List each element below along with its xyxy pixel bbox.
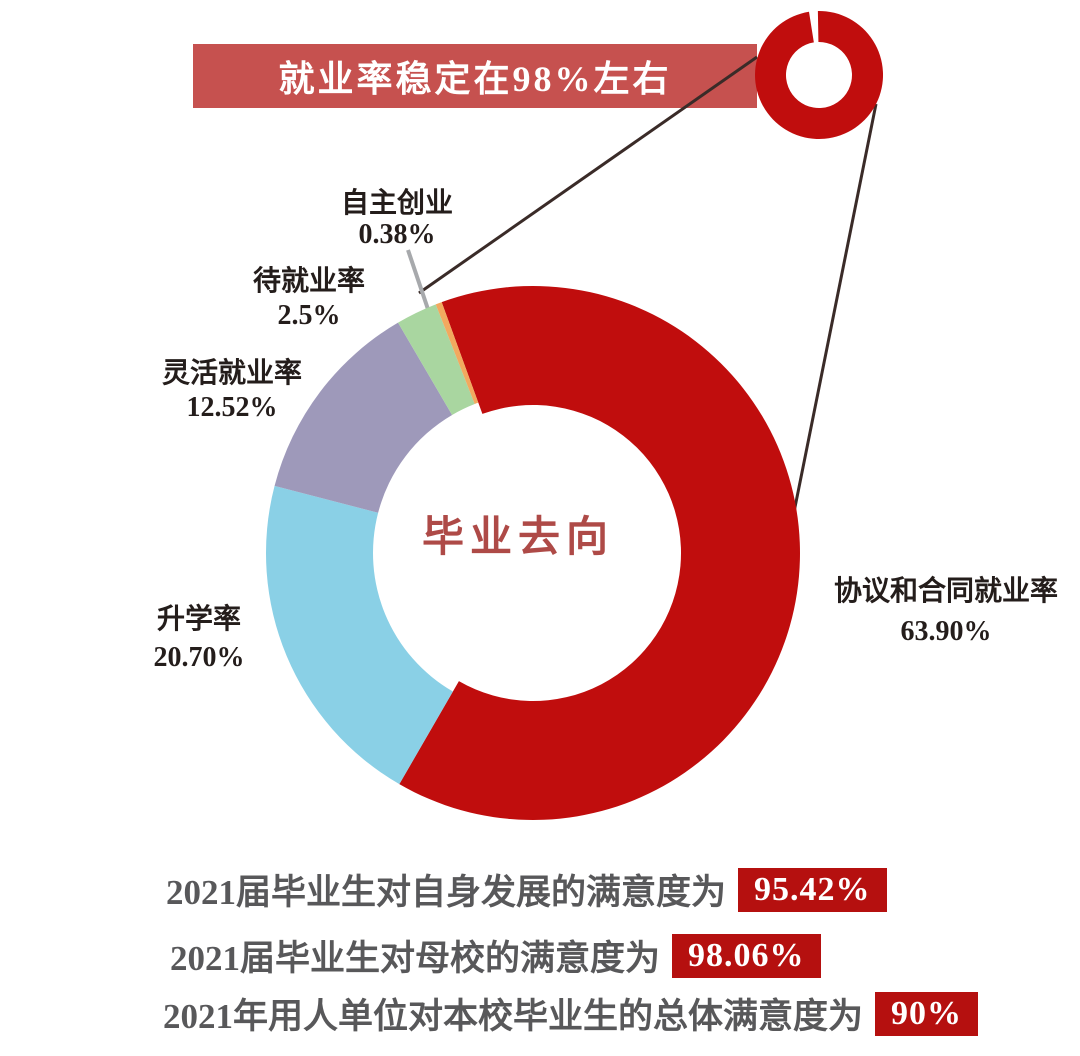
satisfaction-row-employers: 2021年用人单位对本校毕业生的总体满意度为 90% bbox=[163, 988, 979, 1039]
satisfaction-badge: 95.42% bbox=[738, 867, 887, 912]
segment-name: 灵活就业率 bbox=[161, 358, 302, 389]
donut-segment-self-employment bbox=[435, 302, 479, 404]
satisfaction-text: 2021届毕业生对自身发展的满意度为 bbox=[166, 873, 727, 912]
satisfaction-row-self-development: 2021届毕业生对自身发展的满意度为 95.42% bbox=[166, 864, 887, 915]
mini-donut-icon bbox=[755, 10, 884, 139]
callout-line-top bbox=[418, 55, 758, 295]
satisfaction-text: 2021年用人单位对本校毕业生的总体满意度为 bbox=[163, 997, 864, 1036]
donut-segment-agreement-contract-employment bbox=[399, 285, 800, 821]
satisfaction-badge: 98.06% bbox=[672, 933, 821, 978]
segment-name: 协议和合同就业率 bbox=[833, 576, 1058, 607]
label-further-study: 升学率 20.70% bbox=[99, 601, 299, 677]
segment-name: 自主创业 bbox=[340, 188, 453, 219]
donut-segment-awaiting-employment bbox=[398, 304, 475, 415]
label-self-employment: 自主创业 0.38% bbox=[297, 188, 497, 250]
segment-value: 12.52% bbox=[186, 392, 278, 423]
segment-value: 20.70% bbox=[153, 642, 245, 673]
label-awaiting-employment: 待就业率 2.5% bbox=[209, 265, 409, 333]
donut-segment-further-study bbox=[265, 485, 453, 785]
satisfaction-row-alma-mater: 2021届毕业生对母校的满意度为 98.06% bbox=[170, 930, 821, 981]
segment-value: 63.90% bbox=[900, 616, 992, 647]
headline-text: 就业率稳定在98%左右 bbox=[278, 59, 672, 99]
donut-segment-flexible-employment bbox=[274, 322, 453, 513]
satisfaction-text: 2021届毕业生对母校的满意度为 bbox=[170, 939, 661, 978]
segment-value: 2.5% bbox=[277, 300, 341, 331]
chart-center-title: 毕业去向 bbox=[421, 515, 614, 561]
label-agreement-contract-employment: 协议和合同就业率 63.90% bbox=[786, 572, 1080, 652]
segment-name: 待就业率 bbox=[252, 266, 365, 297]
headline-banner: 就业率稳定在98%左右 bbox=[193, 44, 757, 108]
segment-value: 0.38% bbox=[358, 219, 436, 250]
segment-name: 升学率 bbox=[156, 604, 241, 635]
satisfaction-badge: 90% bbox=[875, 991, 979, 1036]
callout-line-bottom bbox=[784, 103, 878, 553]
label-flexible-employment: 灵活就业率 12.52% bbox=[132, 357, 332, 425]
